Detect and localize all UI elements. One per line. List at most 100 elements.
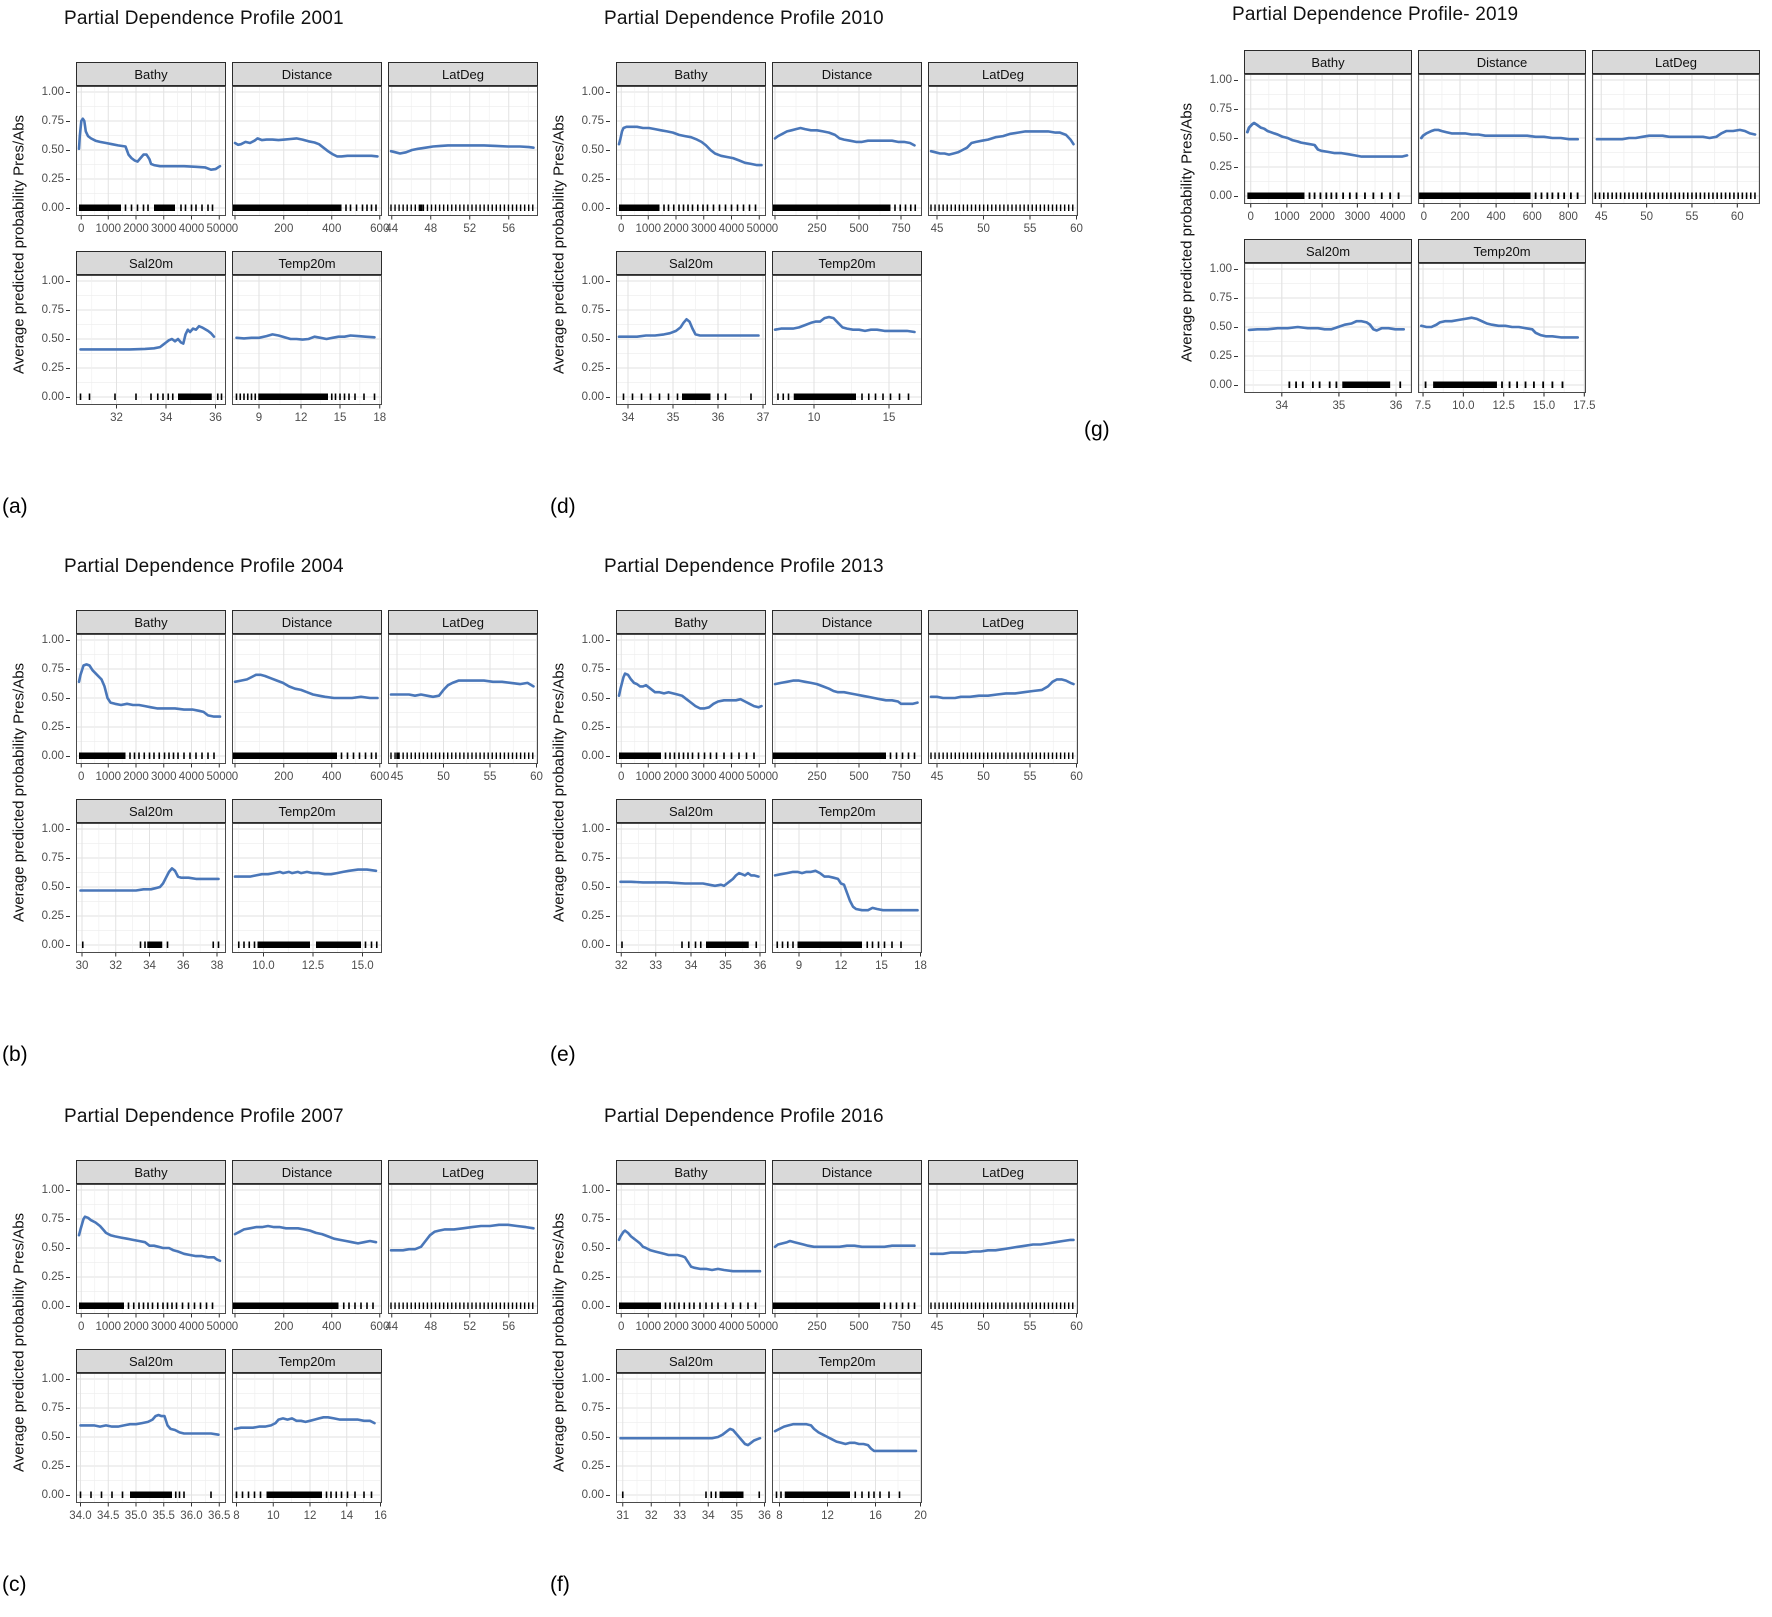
- rug-marks: [1594, 192, 1756, 199]
- y-axis-tick-label: 0.25: [582, 1458, 610, 1474]
- y-axis-tick-label: 0.25: [582, 1269, 610, 1285]
- x-axis-tick-label: 1000: [635, 1321, 662, 1333]
- y-axis-tick-label: 0.50: [42, 879, 70, 895]
- x-axis-tick-label: 36: [753, 960, 767, 972]
- facet-plot: [1244, 74, 1412, 208]
- facet-strip: LatDeg: [928, 1160, 1078, 1184]
- pdp-panel-2001: Partial Dependence Profile 2001 Average p…: [8, 0, 548, 440]
- pdp-line: [233, 673, 379, 700]
- pdp-line: [77, 1215, 222, 1263]
- x-axis-tick-label: 35: [1332, 400, 1346, 412]
- x-axis-tick-label: 20: [914, 1510, 927, 1522]
- facet-strip: Temp20m: [232, 1349, 382, 1373]
- y-axis-tick-label: 0.25: [42, 1458, 70, 1474]
- x-axis-tick-label: 37: [756, 412, 770, 424]
- y-axis-tick-label: 0.75: [582, 1211, 610, 1227]
- x-axis-tick-label: 12: [303, 1510, 317, 1522]
- y-axis-tick-label: 1.00: [582, 273, 610, 289]
- pdp-line: [773, 869, 919, 912]
- x-axis-tick-label: 60: [1070, 1321, 1083, 1333]
- pdp-panel-2007: Partial Dependence Profile 2007 Average p…: [8, 1098, 548, 1538]
- y-axis-tick-label: 0.25: [42, 908, 70, 924]
- x-axis-tick-label: 10: [266, 1510, 280, 1522]
- x-axis-ticks: 0 1000 2000 3000 4000: [1244, 209, 1412, 225]
- x-axis-tick-label: 55: [483, 771, 497, 783]
- x-axis-tick-label: 0: [771, 1321, 779, 1333]
- y-axis-ticks: 1.00 0.75 0.50 0.25 0.00: [572, 86, 610, 220]
- y-axis-tick-label: 0.00: [1210, 188, 1238, 204]
- x-axis-tick-label: 35: [719, 960, 732, 972]
- x-axis-tick-label: 50: [977, 771, 990, 783]
- x-axis-ticks: 8 10 12 14 16: [232, 1508, 387, 1524]
- facet-temp20m: Temp20m 8 12 16 20: [772, 1349, 927, 1524]
- pdp-line: [233, 868, 378, 878]
- x-axis-tick-label: 16: [374, 1510, 387, 1522]
- x-axis-tick-label: 400: [322, 223, 342, 235]
- x-axis-tick-label: 12: [294, 412, 308, 424]
- panel-letter-c: (c): [2, 1573, 27, 1596]
- x-axis-tick-label: 31: [616, 1510, 630, 1522]
- facet-bathy: Bathy 0 1000 2000 3000 4000 5000: [616, 62, 772, 237]
- x-axis-tick-label: 750: [891, 223, 911, 235]
- x-axis-tick-label: 500: [849, 771, 869, 783]
- facet-grid: 1.00 0.75 0.50 0.25 0.00 Bathy 0 1000 2000 3000 40…: [32, 1160, 548, 1524]
- facet-strip: Distance: [772, 610, 922, 634]
- x-axis-ticks: 44 48 52 56: [385, 221, 538, 237]
- rug-marks: [930, 752, 1074, 759]
- facet-strip: Sal20m: [616, 1349, 766, 1373]
- rug-marks: [930, 1302, 1074, 1309]
- rug-marks: [772, 204, 917, 211]
- y-axis-tick-label: 1.00: [42, 632, 70, 648]
- x-axis-tick-label: 250: [807, 223, 827, 235]
- x-axis-tick-label: 18: [914, 960, 927, 972]
- x-axis-tick-label: 30: [75, 960, 89, 972]
- y-axis-tick-label: 0.25: [42, 1269, 70, 1285]
- y-axis-tick-label: 0.00: [582, 1487, 610, 1503]
- x-axis-tick-label: 34: [701, 1510, 715, 1522]
- x-axis-tick-label: 8: [233, 1510, 240, 1522]
- rug-marks: [1288, 381, 1402, 388]
- x-axis-tick-label: 750: [891, 1321, 911, 1333]
- y-axis-ticks: 1.00 0.75 0.50 0.25 0.00: [572, 823, 610, 957]
- x-axis-tick-label: 36: [209, 412, 222, 424]
- panel-title: Partial Dependence Profile 2010: [604, 8, 884, 29]
- facet-distance: Distance 0 250 500 750: [772, 1160, 922, 1335]
- x-axis-ticks: 8 12 16 20: [772, 1508, 927, 1524]
- rug-marks: [81, 941, 220, 948]
- y-axis-tick-label: 0.25: [1210, 348, 1238, 364]
- facet-plot: [76, 823, 226, 957]
- x-axis-tick-label: 36: [758, 1510, 771, 1522]
- facet-strip: Temp20m: [772, 1349, 922, 1373]
- pdp-line: [929, 130, 1075, 156]
- y-axis-tick-label: 0.50: [42, 690, 70, 706]
- facet-strip: Distance: [232, 1160, 382, 1184]
- facet-strip: LatDeg: [388, 62, 538, 86]
- x-axis-tick-label: 15.0: [1532, 400, 1556, 412]
- facet-strip: Sal20m: [76, 1349, 226, 1373]
- x-axis-tick-label: 0: [78, 771, 85, 783]
- y-axis-tick-label: 1.00: [582, 821, 610, 837]
- y-axis-tick-label: 0.25: [42, 719, 70, 735]
- panel-letter-g: (g): [1084, 418, 1110, 441]
- y-axis-ticks: 1.00 0.75 0.50 0.25 0.00: [572, 275, 610, 409]
- panel-title: Partial Dependence Profile 2004: [64, 556, 344, 577]
- y-axis-tick-label: 0.00: [582, 389, 610, 405]
- facet-grid: 1.00 0.75 0.50 0.25 0.00 Bathy 0 1000 2000 3000 40…: [32, 610, 548, 974]
- y-axis-tick-label: 1.00: [1210, 72, 1238, 88]
- rug-marks: [619, 1302, 757, 1309]
- facet-plot: [232, 1373, 382, 1507]
- facet-strip: Sal20m: [76, 799, 226, 823]
- x-axis-tick-label: 56: [502, 223, 516, 235]
- x-axis-tick-label: 5000: [746, 1321, 773, 1333]
- facet-plot: [772, 1373, 922, 1507]
- x-axis-tick-label: 32: [614, 960, 628, 972]
- facet-plot: [388, 86, 538, 220]
- x-axis-tick-label: 9: [255, 412, 263, 424]
- x-axis-tick-label: 38: [210, 960, 224, 972]
- x-axis-ticks: 32 33 34 35 36: [614, 958, 767, 974]
- facet-strip: Distance: [1418, 50, 1586, 74]
- rug-marks: [79, 204, 214, 211]
- pdp-panel-2010: Partial Dependence Profile 2010 Average p…: [548, 0, 1088, 440]
- pdp-line: [773, 126, 916, 147]
- panel-letter-f: (f): [550, 1573, 570, 1596]
